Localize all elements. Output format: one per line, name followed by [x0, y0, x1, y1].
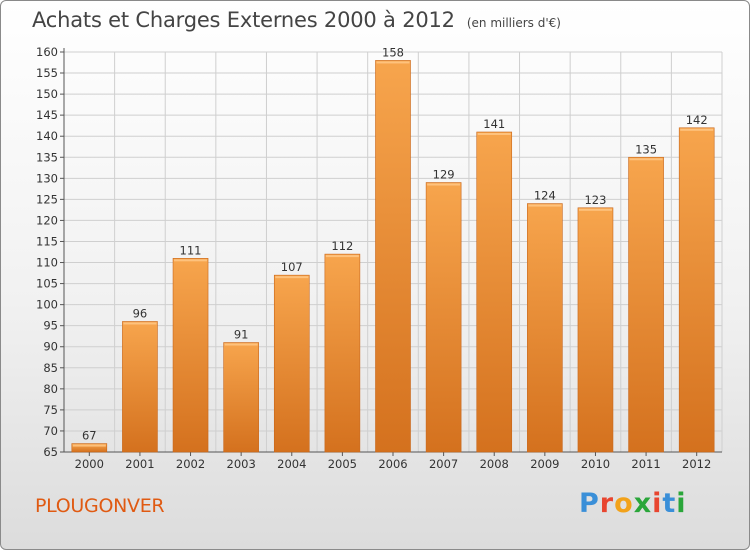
- y-tick-label: 135: [36, 150, 58, 164]
- x-tick-label: 2012: [682, 457, 711, 471]
- x-tick-label: 2001: [125, 457, 154, 471]
- bar-highlight: [477, 133, 511, 135]
- y-tick-label: 140: [36, 129, 58, 143]
- logo-letter: r: [599, 488, 615, 519]
- x-tick-label: 2006: [378, 457, 407, 471]
- y-tick-label: 75: [43, 403, 58, 417]
- data-label: 135: [635, 142, 657, 156]
- logo-letter: t: [662, 488, 677, 519]
- y-tick-label: 120: [36, 213, 58, 227]
- x-tick-label: 2011: [631, 457, 660, 471]
- bar-2001: [122, 321, 158, 453]
- x-tick-label: 2009: [530, 457, 559, 471]
- y-tick-label: 100: [36, 298, 58, 312]
- bar-highlight: [528, 204, 562, 207]
- x-tick-label: 2003: [227, 457, 256, 471]
- bar-2012: [678, 127, 715, 453]
- y-tick-label: 150: [36, 87, 58, 101]
- y-tick-label: 145: [36, 108, 58, 122]
- bar-highlight: [578, 208, 612, 211]
- y-tick-label: 70: [43, 424, 58, 438]
- y-tick-label: 155: [36, 66, 58, 80]
- bar-2005: [324, 253, 361, 453]
- x-tick-label: 2010: [581, 457, 610, 471]
- bar-highlight: [224, 343, 258, 346]
- x-tick-label: 2002: [176, 457, 205, 471]
- data-label: 158: [382, 45, 404, 59]
- bar-2008: [476, 131, 513, 453]
- bar-2006: [375, 60, 411, 453]
- logo-letter: i: [676, 488, 687, 519]
- bar-highlight: [174, 259, 208, 262]
- y-tick-label: 85: [43, 361, 58, 375]
- data-label: 112: [331, 239, 353, 253]
- bar-2011: [628, 156, 664, 453]
- labels: 65 70 75 80 85 90 95 100 105 110 115 120 125 130 135 14…: [36, 45, 711, 471]
- bar-2003: [223, 342, 259, 453]
- x-tick-label: 2007: [429, 457, 458, 471]
- logo-letter: i: [652, 488, 663, 519]
- y-tick-label: 115: [36, 234, 58, 248]
- data-label: 129: [433, 168, 455, 182]
- data-label: 67: [82, 429, 97, 443]
- proxiti-logo: Proxiti: [579, 488, 687, 519]
- x-tick-label: 2000: [75, 457, 104, 471]
- chart-title-main: Achats et Charges Externes 2000 à 2012: [32, 8, 455, 32]
- data-label: 141: [483, 117, 505, 131]
- x-tick-label: 2005: [328, 457, 357, 471]
- y-tick-label: 90: [43, 340, 58, 354]
- bars: [71, 60, 715, 453]
- bar-highlight: [680, 128, 714, 131]
- y-tick-label: 130: [36, 171, 58, 185]
- bar-2010: [577, 207, 614, 453]
- bar-2007: [425, 182, 462, 453]
- data-label: 96: [133, 306, 148, 320]
- y-tick-label: 110: [36, 256, 58, 270]
- bar-2000: [71, 443, 108, 453]
- data-label: 91: [234, 328, 249, 342]
- chart-title-unit: (en milliers d'€): [466, 16, 561, 30]
- town-name: PLOUGONVER: [35, 495, 165, 517]
- data-label: 123: [584, 193, 606, 207]
- bar-highlight: [629, 158, 663, 161]
- logo-letter: P: [579, 488, 600, 519]
- bar-highlight: [275, 276, 309, 279]
- bar-2002: [172, 258, 209, 453]
- y-tick-label: 125: [36, 192, 58, 206]
- bar-highlight: [376, 61, 410, 64]
- logo-letter: x: [633, 488, 653, 519]
- x-tick-label: 2004: [277, 457, 306, 471]
- y-tick-label: 95: [43, 319, 58, 333]
- bar-highlight: [72, 444, 106, 447]
- data-label: 142: [686, 113, 708, 127]
- bar-2004: [273, 274, 310, 453]
- logo-letter: o: [614, 488, 634, 519]
- data-label: 107: [281, 260, 303, 274]
- chart-title: Achats et Charges Externes 2000 à 2012 (e…: [32, 8, 561, 32]
- x-tick-label: 2008: [480, 457, 509, 471]
- bar-highlight: [427, 183, 461, 186]
- y-tick-label: 105: [36, 277, 58, 291]
- y-tick-label: 160: [36, 45, 58, 59]
- y-tick-label: 80: [43, 382, 58, 396]
- data-label: 111: [180, 243, 202, 257]
- data-label: 124: [534, 189, 556, 203]
- bar-highlight: [123, 322, 157, 325]
- y-tick-label: 65: [43, 445, 58, 459]
- bar-2009: [527, 203, 563, 453]
- bar-highlight: [325, 255, 359, 258]
